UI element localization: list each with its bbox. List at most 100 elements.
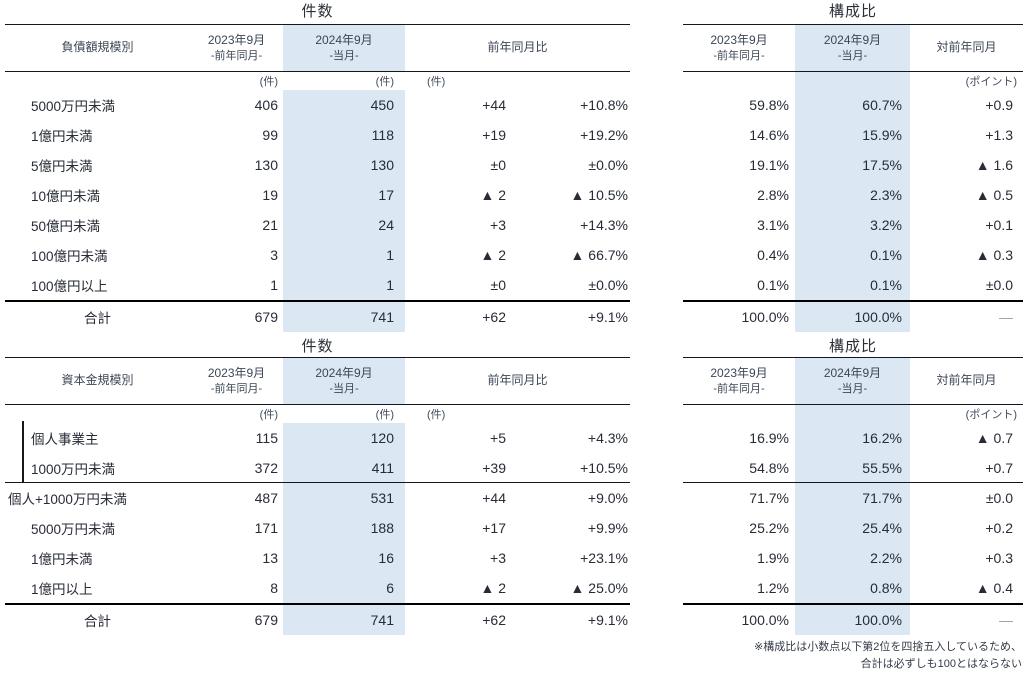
table-row: 25.2% 25.4% +0.2 xyxy=(683,513,1023,543)
total-row: 合計 679 741 +62 +9.1% xyxy=(5,300,630,332)
cell-curr: 450 xyxy=(283,90,405,120)
cell-diff: ▲ 0.3 xyxy=(975,247,1013,263)
unit-label: (ポイント) xyxy=(965,76,1017,88)
footnote-line: 合計は必ずしも100とはならない xyxy=(860,658,1022,671)
cell-diff: +0.3 xyxy=(985,550,1013,566)
table-title: 件数 xyxy=(5,0,630,25)
cell-prev: 1 xyxy=(270,277,278,293)
cell-curr: 0.8% xyxy=(795,573,910,603)
cell-pct: +10.5% xyxy=(580,459,628,476)
unit-label: (件) xyxy=(375,409,394,421)
cell-curr: 55.5% xyxy=(795,453,910,482)
cell-prev: 19 xyxy=(262,187,278,203)
cell-diff: ▲ 0.5 xyxy=(975,187,1013,203)
header-text: 前年同月比 xyxy=(487,40,548,55)
cell-prev: 487 xyxy=(254,490,278,506)
header-yoy-change: 対前年同月 xyxy=(910,25,1023,71)
header-subtext: -当月- xyxy=(837,49,868,62)
header-current-month: 2024年9月 -当月- xyxy=(283,25,405,71)
row-label: 1億円未満 xyxy=(31,552,93,567)
cell-diff: ▲ 2 xyxy=(480,247,506,263)
table-row: 個人事業主 115 120 +5 +4.3% xyxy=(5,423,630,453)
cell-prev: 8 xyxy=(270,580,278,596)
table-row: 71.7% 71.7% ±0.0 xyxy=(683,483,1023,513)
cell-diff: ▲ 1.6 xyxy=(975,157,1013,173)
row-label: 50億円未満 xyxy=(31,219,101,234)
row-label: 10億円未満 xyxy=(31,189,101,204)
cell-curr: 2.2% xyxy=(795,543,910,573)
table-header: 2023年9月 -前年同月- 2024年9月 -当月- 対前年同月 xyxy=(683,25,1023,72)
cell-pct: ▲ 66.7% xyxy=(570,247,628,263)
cell-curr: 130 xyxy=(283,150,405,180)
table-row: 1億円以上 8 6 ▲ 2 ▲ 25.0% xyxy=(5,573,630,603)
table-title: 構成比 xyxy=(683,338,1023,358)
cell-prev: 0.4% xyxy=(757,247,789,263)
header-yoy-change: 前年同月比 xyxy=(405,25,630,71)
header-text: 資本金規模別 xyxy=(61,373,134,388)
table-row: 14.6% 15.9% +1.3 xyxy=(683,120,1023,150)
cell-pct: ▲ 25.0% xyxy=(570,580,628,596)
total-label: 合計 xyxy=(84,614,111,629)
cell-prev: 13 xyxy=(262,550,278,566)
cell-pct: +9.1% xyxy=(587,309,628,325)
table-row: 10億円未満 19 17 ▲ 2 ▲ 10.5% xyxy=(5,180,630,210)
cell-pct: +4.3% xyxy=(587,430,628,446)
cell-prev: 679 xyxy=(254,612,278,628)
cell-pct: +23.1% xyxy=(580,550,628,566)
cell-curr: 0.1% xyxy=(795,270,910,300)
unit-label: (ポイント) xyxy=(965,409,1017,421)
header-current-month: 2024年9月 -当月- xyxy=(795,25,910,71)
unit-label: (件) xyxy=(259,409,278,421)
row-label: 5000万円未満 xyxy=(31,99,116,114)
header-yoy-change: 前年同月比 xyxy=(405,358,630,404)
units-row: (件) (件) (件) xyxy=(5,405,630,423)
unit-spacer xyxy=(795,72,910,90)
header-subtext: -前年同月- xyxy=(210,49,263,62)
cell-diff: ±0 xyxy=(490,277,506,293)
cell-diff: +44 xyxy=(482,490,506,506)
cell-pct: +14.3% xyxy=(580,217,628,233)
cell-diff: +3 xyxy=(490,550,506,566)
header-text: 2024年9月 xyxy=(315,366,373,381)
table-row: 59.8% 60.7% +0.9 xyxy=(683,90,1023,120)
cell-curr: 100.0% xyxy=(795,302,910,332)
group-bracket xyxy=(22,421,24,483)
header-text: 対前年同月 xyxy=(936,40,997,55)
units-row: (ポイント) xyxy=(683,72,1023,90)
table-row: 100億円以上 1 1 ±0 ±0.0% xyxy=(5,270,630,300)
cell-curr: 531 xyxy=(283,483,405,513)
cell-prev: 1.2% xyxy=(757,580,789,596)
header-prev-month: 2023年9月 -前年同月- xyxy=(683,25,795,71)
table-row: 2.8% 2.3% ▲ 0.5 xyxy=(683,180,1023,210)
cell-curr: 24 xyxy=(283,210,405,240)
cell-prev: 372 xyxy=(254,459,278,476)
cell-curr: 16.2% xyxy=(795,423,910,453)
cell-curr: 188 xyxy=(283,513,405,543)
table-title: 構成比 xyxy=(683,0,1023,25)
cell-curr: 17 xyxy=(283,180,405,210)
row-label: 100億円未満 xyxy=(31,249,108,264)
cell-diff: ▲ 0.7 xyxy=(975,430,1013,446)
debt-size-ratio-table: 構成比 2023年9月 -前年同月- 2024年9月 -当月- 対前年同月 (ポイン… xyxy=(683,0,1023,332)
row-label: 個人事業主 xyxy=(31,432,99,447)
header-text: 2023年9月 xyxy=(710,33,768,48)
cell-diff: ▲ 0.4 xyxy=(975,580,1013,596)
header-subtext: -前年同月- xyxy=(713,382,765,395)
cell-prev: 406 xyxy=(254,97,278,113)
unit-label: (件) xyxy=(427,409,446,421)
table-row: 5000万円未満 406 450 +44 +10.8% xyxy=(5,90,630,120)
cell-diff: ±0.0 xyxy=(985,490,1013,506)
cell-prev: 130 xyxy=(254,157,278,173)
cell-prev: 21 xyxy=(262,217,278,233)
cell-diff: ▲ 2 xyxy=(480,187,506,203)
table-row: 1億円未満 13 16 +3 +23.1% xyxy=(5,543,630,573)
cell-curr: 118 xyxy=(283,120,405,150)
cell-prev: 2.8% xyxy=(757,187,789,203)
table-row: 54.8% 55.5% +0.7 xyxy=(683,453,1023,483)
row-label: 個人+1000万円未満 xyxy=(8,492,127,507)
table-row: 50億円未満 21 24 +3 +14.3% xyxy=(5,210,630,240)
cell-prev: 1.9% xyxy=(757,550,789,566)
row-label: 5000万円未満 xyxy=(31,522,116,537)
cell-curr: 411 xyxy=(283,453,405,482)
